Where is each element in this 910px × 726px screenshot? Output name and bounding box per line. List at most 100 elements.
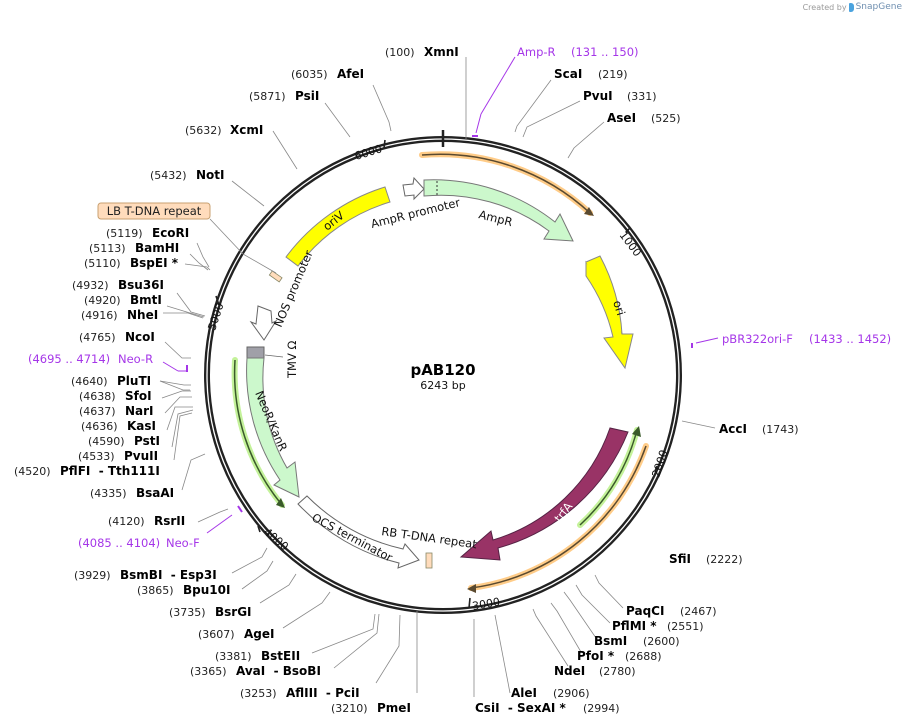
enzyme-CsiI-SexAI[interactable]: CsiI - SexAI * (2994) — [475, 701, 620, 715]
svg-text:(5110): (5110) — [84, 257, 121, 270]
enzyme-AgeI[interactable]: (3607) AgeI — [198, 627, 274, 641]
lb-tdna-label[interactable]: LB T-DNA repeat — [97, 202, 277, 274]
svg-text:(5632): (5632) — [185, 124, 222, 137]
enzyme-PflMI[interactable]: PflMI * (2551) — [612, 619, 704, 633]
svg-text:(5113): (5113) — [89, 242, 126, 255]
enzyme-NcoI[interactable]: (4765) NcoI — [79, 330, 155, 344]
tick-1000 — [625, 227, 631, 233]
tick-label-6000: 6000 — [353, 142, 384, 163]
svg-text:PstI: PstI — [134, 434, 160, 448]
enzyme-PflFI-Tth111I[interactable]: (4520) PflFI - Tth111I — [14, 464, 160, 478]
svg-text:(3929): (3929) — [74, 569, 111, 582]
svg-text:PsiI: PsiI — [295, 89, 319, 103]
svg-text:PvuI: PvuI — [583, 89, 613, 103]
feature-lb-tdna-block[interactable] — [268, 270, 283, 283]
green-arc-trfA — [577, 426, 641, 528]
enzyme-AflIII-PciI[interactable]: (3253) AflIII - PciI — [240, 686, 360, 700]
feature-trfA[interactable] — [459, 427, 629, 561]
enzyme-NdeI[interactable]: NdeI (2780) — [554, 664, 636, 678]
enzyme-Bpu10I[interactable]: (3865) Bpu10I — [137, 583, 230, 597]
feature-rb-tdna-block[interactable] — [425, 552, 433, 569]
enzyme-PfoI[interactable]: PfoI * (2688) — [577, 649, 662, 663]
feature-tmv-omega[interactable] — [246, 346, 265, 359]
enzyme-SfoI[interactable]: (4638) SfoI — [79, 389, 152, 403]
primer-neo-r[interactable]: (4695 .. 4714) Neo-R — [28, 352, 188, 372]
svg-text:(2467): (2467) — [680, 605, 717, 618]
feature-ampr[interactable] — [423, 179, 574, 242]
enzyme-PvuII[interactable]: (4533) PvuII — [78, 449, 158, 463]
enzyme-BspEI[interactable]: (5110) BspEI * — [84, 256, 179, 270]
feature-nos-promoter[interactable] — [249, 305, 278, 341]
primer-name: Neo-F — [166, 536, 200, 550]
enzyme-Bsu36I[interactable]: (4932) Bsu36I — [72, 278, 164, 292]
enzyme-EcoRI[interactable]: (5119) EcoRI — [106, 226, 189, 240]
svg-text:BsmBI - Esp3I: BsmBI - Esp3I — [120, 568, 217, 582]
enzyme-PstI[interactable]: (4590) PstI — [88, 434, 160, 448]
enzyme-BsmBI-Esp3I[interactable]: (3929) BsmBI - Esp3I — [74, 568, 217, 582]
enzyme-RsrII[interactable]: (4120) RsrII — [108, 514, 185, 528]
primer-pbr322ori-f[interactable]: pBR322ori-F (1433 .. 1452) — [691, 332, 891, 348]
svg-text:(4640): (4640) — [71, 375, 108, 388]
enzyme-PaqCI[interactable]: PaqCI (2467) — [626, 604, 717, 618]
feature-ori[interactable] — [585, 255, 634, 370]
svg-text:(2780): (2780) — [599, 665, 636, 678]
svg-text:BmtI: BmtI — [130, 293, 162, 307]
enzyme-BmtI[interactable]: (4920) BmtI — [84, 293, 162, 307]
enzyme-PmeI[interactable]: (3210) PmeI — [331, 701, 411, 715]
enzyme-BsrGI[interactable]: (3735) BsrGI — [169, 605, 252, 619]
svg-text:Bpu10I: Bpu10I — [183, 583, 230, 597]
svg-text:BsaAI: BsaAI — [136, 486, 174, 500]
primer-range: (4695 .. 4714) — [28, 352, 110, 366]
enzyme-AccI[interactable]: AccI (1743) — [719, 422, 799, 436]
svg-text:NdeI: NdeI — [554, 664, 585, 678]
svg-text:(2600): (2600) — [643, 635, 680, 648]
svg-text:BsmI: BsmI — [594, 634, 627, 648]
enzyme-XmnI[interactable]: (100) XmnI — [385, 45, 459, 59]
tick-label-2000: 2000 — [649, 448, 670, 479]
svg-text:(2994): (2994) — [583, 702, 620, 715]
enzyme-AfeI[interactable]: (6035) AfeI — [291, 67, 364, 81]
enzyme-ScaI[interactable]: ScaI (219) — [554, 67, 628, 81]
primer-amp-r[interactable]: Amp-R (131 .. 150) — [472, 45, 639, 137]
svg-text:(1743): (1743) — [762, 423, 799, 436]
enzyme-BstEII[interactable]: (3381) BstEII — [215, 649, 300, 663]
enzyme-AleI[interactable]: AleI (2906) — [511, 686, 590, 700]
svg-text:AvaI - BsoBI: AvaI - BsoBI — [236, 664, 321, 678]
enzyme-AvaI-BsoBI[interactable]: (3365) AvaI - BsoBI — [190, 664, 321, 678]
feature-oriV[interactable] — [285, 186, 391, 267]
primer-name: pBR322ori-F — [722, 332, 793, 346]
enzyme-AseI[interactable]: AseI (525) — [607, 111, 681, 125]
feature-ampr-promoter[interactable] — [402, 176, 425, 201]
enzyme-PsiI[interactable]: (5871) PsiI — [249, 89, 319, 103]
svg-text:(2906): (2906) — [553, 687, 590, 700]
svg-text:PaqCI: PaqCI — [626, 604, 664, 618]
tick-4000 — [257, 525, 261, 533]
enzyme-SfiI[interactable]: SfiI (2222) — [669, 552, 743, 566]
primer-range: (1433 .. 1452) — [809, 332, 891, 346]
credit-prefix: Created by — [802, 2, 847, 12]
feature-ocs-terminator[interactable] — [297, 495, 420, 569]
svg-text:(4637): (4637) — [79, 405, 116, 418]
enzyme-NarI[interactable]: (4637) NarI — [79, 404, 154, 418]
enzyme-KasI[interactable]: (4636) KasI — [81, 419, 156, 433]
svg-text:PfoI *: PfoI * — [577, 649, 615, 663]
svg-text:(4520): (4520) — [14, 465, 51, 478]
primer-neo-f[interactable]: (4085 .. 4104) Neo-F — [78, 505, 243, 550]
tick-6000 — [383, 139, 386, 149]
feature-neor-kanr[interactable] — [246, 357, 300, 498]
svg-text:NcoI: NcoI — [125, 330, 155, 344]
svg-text:(4120): (4120) — [108, 515, 145, 528]
feature-label-tmv-omega: TMV Ω — [285, 341, 299, 379]
svg-text:BstEII: BstEII — [261, 649, 300, 663]
enzyme-NotI[interactable]: (5432) NotI — [150, 168, 225, 182]
enzyme-BsmI[interactable]: BsmI (2600) — [594, 634, 680, 648]
primer-range: (4085 .. 4104) — [78, 536, 160, 550]
enzyme-PluTI[interactable]: (4640) PluTI — [71, 374, 151, 388]
enzyme-labels-left: (100) XmnI (6035) AfeI (5871) PsiI (5632) Xc… — [14, 45, 459, 715]
enzyme-XcmI[interactable]: (5632) XcmI — [185, 123, 263, 137]
enzyme-NheI[interactable]: (4916) NheI — [81, 308, 158, 322]
enzyme-BamHI[interactable]: (5113) BamHI — [89, 241, 179, 255]
enzyme-PvuI[interactable]: PvuI (331) — [583, 89, 657, 103]
svg-text:(3253): (3253) — [240, 687, 277, 700]
enzyme-BsaAI[interactable]: (4335) BsaAI — [90, 486, 174, 500]
